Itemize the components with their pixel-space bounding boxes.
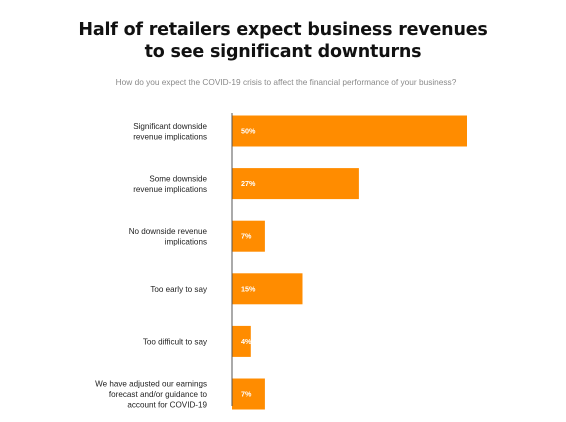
bar-value-label: 7% [241, 232, 252, 241]
category-label: Some downside [149, 174, 207, 183]
category-label: No downside revenue [129, 227, 208, 236]
category-label: Too early to say [150, 285, 208, 294]
bar-value-label: 4% [241, 337, 252, 346]
category-label: Significant downside [133, 122, 207, 131]
chart-title-line-1: Half of retailers expect business revenu… [78, 20, 488, 40]
category-label: revenue implications [133, 185, 207, 194]
category-label: forecast and/or guidance to [109, 390, 208, 399]
bar-value-label: 15% [241, 284, 256, 293]
category-label: Too difficult to say [143, 337, 208, 346]
bar [232, 273, 303, 305]
bar [232, 220, 265, 252]
bar [232, 378, 265, 410]
category-label: revenue implications [133, 132, 207, 141]
chart-subtitle: How do you expect the COVID-19 crisis to… [115, 77, 457, 87]
bar-value-label: 7% [241, 390, 252, 399]
category-label: We have adjusted our earnings [95, 380, 207, 389]
bar [232, 168, 359, 200]
chart-title-line-2: to see significant downturns [144, 42, 422, 62]
bar [232, 115, 467, 147]
category-label: implications [165, 237, 207, 246]
bar-value-label: 27% [241, 179, 256, 188]
category-label: account for COVID-19 [127, 401, 207, 410]
bar-value-label: 50% [241, 127, 256, 136]
bar [232, 325, 251, 357]
